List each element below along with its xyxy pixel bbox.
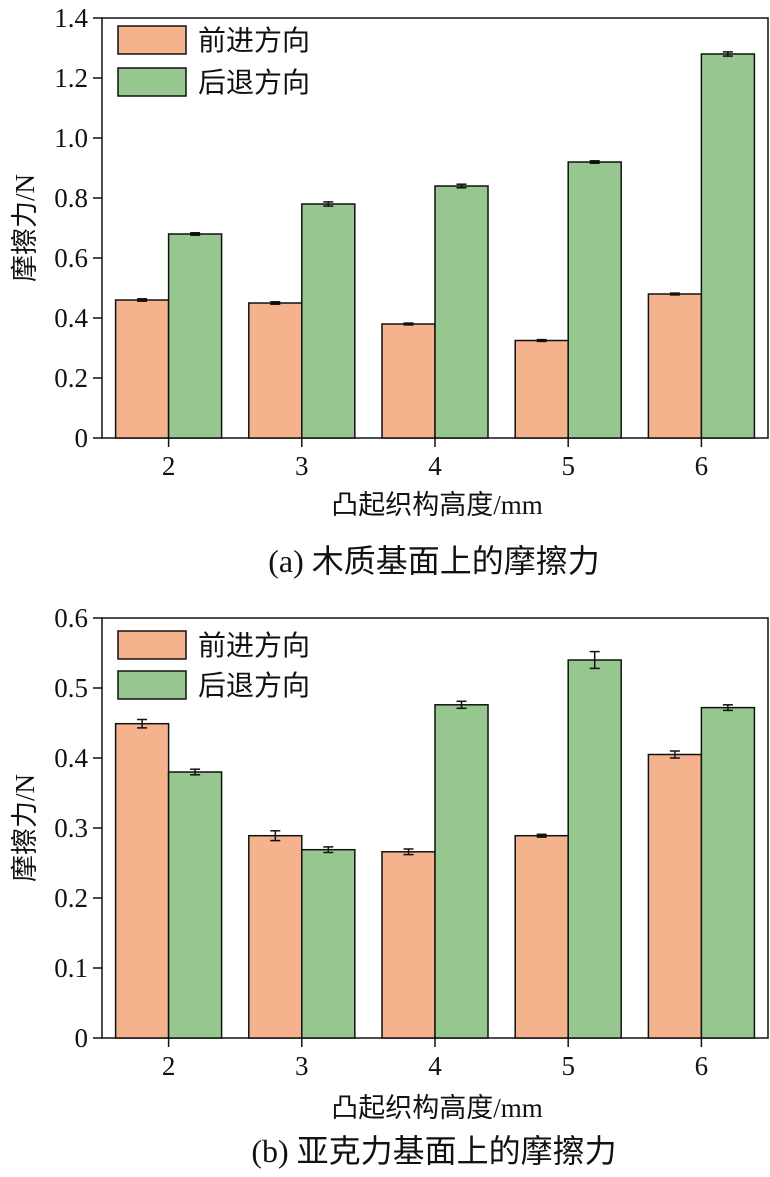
legend-label: 后退方向 (198, 67, 310, 99)
y-tick-label: 1.2 (54, 63, 88, 93)
chart-panel-b: 0 0.1 0.2 0.3 0.4 0.5 0.6 2 3 4 5 6 前进方向后退方向凸起织构高度/m… (10, 603, 769, 1169)
bar-forward (381, 323, 436, 439)
legend-swatch-backward (117, 670, 187, 700)
bar-forward (381, 851, 436, 1039)
x-tick-label: 5 (561, 451, 575, 481)
y-tick-label: 0.1 (54, 953, 88, 983)
bar-forward (514, 339, 569, 439)
bar-backward (700, 53, 756, 439)
bar-forward (248, 302, 303, 439)
y-tick-label: 0.8 (54, 183, 88, 213)
bar-forward (114, 299, 170, 439)
x-axis-label: 凸起织构高度/mm (331, 1093, 543, 1123)
x-tick-label: 3 (295, 451, 309, 481)
bar-backward (301, 203, 356, 439)
y-tick-label: 0.6 (54, 243, 88, 273)
x-tick-label: 6 (695, 451, 709, 481)
x-tick-label: 4 (428, 1051, 442, 1081)
legend-label: 前进方向 (198, 630, 310, 662)
legend-swatch-forward (117, 630, 187, 660)
y-tick-label: 1.4 (54, 3, 88, 33)
panel-caption: (a) 木质基面上的摩擦力 (268, 543, 600, 579)
x-tick-label: 4 (428, 451, 442, 481)
bar-backward (434, 185, 489, 439)
y-tick-label: 0.4 (54, 303, 88, 333)
bar-backward (700, 706, 756, 1039)
legend-swatch-backward (117, 67, 187, 97)
bar-forward (647, 753, 703, 1039)
bar-forward (514, 834, 569, 1039)
x-tick-label: 2 (162, 451, 176, 481)
bar-backward (567, 161, 622, 439)
y-tick-label: 0.2 (54, 883, 88, 913)
x-axis-label: 凸起织构高度/mm (331, 490, 543, 520)
panel-caption: (b) 亚克力基面上的摩擦力 (251, 1133, 616, 1169)
bar-forward (114, 722, 170, 1039)
y-axis-label: 摩擦力/N (10, 774, 40, 882)
bar-backward (434, 704, 489, 1039)
bar-backward (167, 771, 223, 1039)
bar-forward (647, 293, 703, 439)
bar-backward (167, 233, 223, 439)
x-tick-label: 3 (295, 1051, 309, 1081)
y-tick-label: 0.6 (54, 603, 88, 633)
legend-swatch-forward (117, 25, 187, 55)
y-tick-label: 0 (75, 423, 89, 453)
y-tick-label: 1.0 (54, 123, 88, 153)
legend-label: 后退方向 (198, 670, 310, 702)
bar-backward (301, 848, 356, 1039)
x-tick-label: 6 (695, 1051, 709, 1081)
bar-forward (248, 834, 303, 1039)
chart-panel-a: 0 0.2 0.4 0.6 0.8 1.0 1.2 1.4 2 3 4 5 6 前进方向后退方向凸起织构高… (10, 3, 769, 579)
y-tick-label: 0.5 (54, 673, 88, 703)
bar-backward (567, 659, 622, 1039)
y-axis-label: 摩擦力/N (10, 174, 40, 282)
y-tick-label: 0 (75, 1023, 89, 1053)
y-tick-label: 0.3 (54, 813, 88, 843)
x-tick-label: 2 (162, 1051, 176, 1081)
legend-label: 前进方向 (198, 25, 310, 57)
x-tick-label: 5 (561, 1051, 575, 1081)
y-tick-label: 0.2 (54, 363, 88, 393)
y-tick-label: 0.4 (54, 743, 88, 773)
